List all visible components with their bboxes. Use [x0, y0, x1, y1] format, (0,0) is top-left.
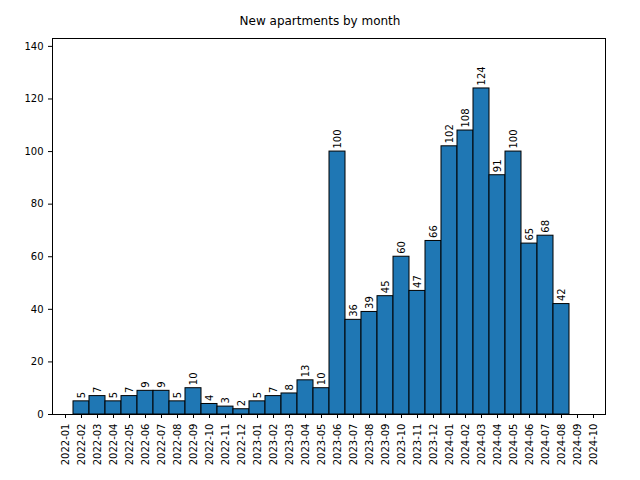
svg-text:2023-01: 2023-01 — [252, 424, 263, 466]
svg-text:4: 4 — [204, 395, 215, 401]
svg-text:2022-03: 2022-03 — [92, 424, 103, 466]
svg-text:108: 108 — [460, 108, 471, 127]
svg-text:91: 91 — [492, 159, 503, 172]
svg-text:2023-02: 2023-02 — [268, 424, 279, 466]
svg-text:40: 40 — [31, 304, 44, 315]
svg-text:8: 8 — [284, 384, 295, 390]
svg-text:9: 9 — [156, 381, 167, 387]
svg-text:120: 120 — [24, 93, 43, 104]
svg-text:2023-07: 2023-07 — [348, 424, 359, 466]
svg-text:9: 9 — [140, 381, 151, 387]
svg-text:45: 45 — [380, 280, 391, 293]
svg-text:102: 102 — [444, 124, 455, 143]
svg-text:7: 7 — [124, 387, 135, 393]
svg-text:2024-01: 2024-01 — [444, 424, 455, 466]
svg-text:2023-06: 2023-06 — [332, 424, 343, 466]
svg-text:47: 47 — [412, 275, 423, 288]
svg-text:5: 5 — [108, 392, 119, 398]
svg-text:2022-07: 2022-07 — [156, 424, 167, 466]
svg-text:65: 65 — [524, 228, 535, 241]
svg-text:2023-12: 2023-12 — [428, 424, 439, 466]
svg-text:2022-11: 2022-11 — [220, 424, 231, 466]
svg-text:100: 100 — [24, 146, 43, 157]
svg-text:140: 140 — [24, 41, 43, 52]
svg-text:2022-09: 2022-09 — [188, 424, 199, 466]
svg-text:80: 80 — [31, 198, 44, 209]
svg-text:2022-12: 2022-12 — [236, 424, 247, 466]
svg-text:66: 66 — [428, 225, 439, 238]
svg-text:3: 3 — [220, 397, 231, 403]
svg-text:2024-06: 2024-06 — [524, 424, 535, 466]
svg-text:2024-10: 2024-10 — [588, 424, 599, 466]
svg-text:39: 39 — [364, 296, 375, 309]
svg-text:2022-01: 2022-01 — [60, 424, 71, 466]
svg-text:2024-04: 2024-04 — [492, 424, 503, 466]
svg-text:5: 5 — [76, 392, 87, 398]
svg-text:2022-02: 2022-02 — [76, 424, 87, 466]
svg-text:2023-08: 2023-08 — [364, 424, 375, 466]
svg-text:2024-03: 2024-03 — [476, 424, 487, 466]
svg-text:2023-09: 2023-09 — [380, 424, 391, 466]
svg-text:2023-03: 2023-03 — [284, 424, 295, 466]
svg-text:20: 20 — [31, 356, 44, 367]
svg-text:68: 68 — [540, 220, 551, 233]
svg-text:100: 100 — [508, 129, 519, 148]
svg-text:2023-05: 2023-05 — [316, 424, 327, 466]
svg-text:10: 10 — [316, 372, 327, 385]
svg-text:42: 42 — [556, 288, 567, 301]
svg-text:0: 0 — [37, 409, 43, 420]
svg-text:2022-06: 2022-06 — [140, 424, 151, 466]
svg-text:2024-02: 2024-02 — [460, 424, 471, 466]
svg-text:2023-04: 2023-04 — [300, 424, 311, 466]
svg-text:124: 124 — [476, 66, 487, 85]
svg-text:2024-09: 2024-09 — [572, 424, 583, 466]
svg-text:10: 10 — [188, 372, 199, 385]
svg-text:60: 60 — [31, 251, 44, 262]
svg-text:60: 60 — [396, 241, 407, 254]
svg-text:2022-08: 2022-08 — [172, 424, 183, 466]
svg-text:2: 2 — [236, 400, 247, 406]
svg-text:2023-11: 2023-11 — [412, 424, 423, 466]
svg-text:5: 5 — [252, 392, 263, 398]
svg-text:2022-04: 2022-04 — [108, 424, 119, 466]
svg-text:100: 100 — [332, 129, 343, 148]
svg-text:2024-07: 2024-07 — [540, 424, 551, 466]
svg-text:2023-10: 2023-10 — [396, 424, 407, 466]
svg-text:36: 36 — [348, 304, 359, 317]
svg-text:7: 7 — [92, 387, 103, 393]
svg-text:13: 13 — [300, 365, 311, 378]
svg-text:2022-05: 2022-05 — [124, 424, 135, 466]
svg-text:7: 7 — [268, 387, 279, 393]
svg-text:5: 5 — [172, 392, 183, 398]
svg-text:2024-05: 2024-05 — [508, 424, 519, 466]
html-text:New apartments by month: New apartments by month — [239, 14, 401, 28]
svg-text:2024-08: 2024-08 — [556, 424, 567, 466]
svg-text:2022-10: 2022-10 — [204, 424, 215, 466]
